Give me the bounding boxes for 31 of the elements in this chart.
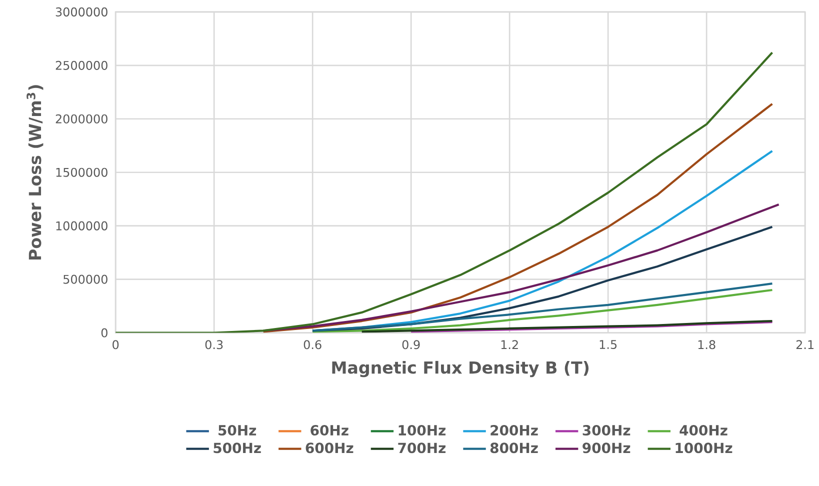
legend-label: 600Hz bbox=[306, 442, 354, 454]
y-tick-label: 0 bbox=[101, 328, 108, 338]
x-tick-label: 2.1 bbox=[796, 340, 814, 349]
legend-label: 60Hz bbox=[310, 424, 348, 436]
x-tick-label: 0 bbox=[112, 340, 119, 350]
y-tick-label: 1000000 bbox=[56, 221, 108, 230]
legend-label: 700Hz bbox=[398, 442, 446, 454]
x-tick-label: 0.3 bbox=[205, 340, 223, 350]
line-series bbox=[262, 102, 774, 333]
legend-label: 100Hz bbox=[398, 424, 446, 436]
legend-label: 900Hz bbox=[582, 442, 630, 454]
y-tick-label: 500000 bbox=[64, 274, 108, 284]
y-tick-label: 2000000 bbox=[56, 114, 108, 124]
x-tick-label: 1.2 bbox=[501, 340, 518, 349]
y-tick-label: 2500000 bbox=[56, 60, 108, 70]
x-tick-label: 0.9 bbox=[402, 340, 420, 350]
legend-label: 500Hz bbox=[214, 442, 261, 454]
legend-label: 50Hz bbox=[218, 424, 256, 436]
legend-label: 200Hz bbox=[490, 424, 538, 436]
x-tick-label: 0.6 bbox=[304, 340, 322, 350]
x-axis-title: Magnetic Flux Density B (T) bbox=[332, 360, 589, 378]
y-axis-title: Power Loss (W/m$^{3}$) bbox=[26, 85, 44, 260]
x-tick-label: 1.8 bbox=[698, 340, 716, 350]
x-tick-label: 1.5 bbox=[600, 340, 617, 349]
line-series bbox=[116, 51, 774, 333]
legend-label: 1000Hz bbox=[676, 442, 732, 454]
legend-label: 800Hz bbox=[490, 442, 538, 454]
y-tick-label: 1500000 bbox=[56, 168, 108, 177]
legend-label: 300Hz bbox=[582, 424, 630, 436]
legend-label: 400Hz bbox=[680, 424, 728, 436]
y-tick-label: 3000000 bbox=[56, 7, 108, 16]
